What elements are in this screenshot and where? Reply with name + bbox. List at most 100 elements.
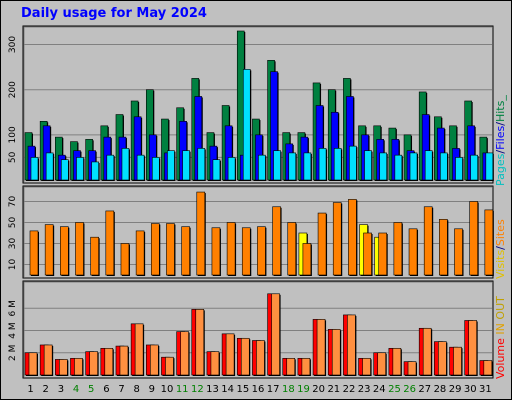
y-tick-label: 2 M [8, 345, 18, 361]
pages-bar [61, 159, 69, 181]
volume-out-bar [240, 337, 250, 376]
day-label: 18 [282, 384, 295, 395]
side-label-visits-sites: Visits/Sites [494, 219, 507, 279]
volume-out-bar [28, 352, 38, 376]
day-label: 9 [149, 384, 155, 395]
pages-bar [30, 157, 39, 181]
pages-bar [303, 152, 312, 181]
volume-out-bar [301, 358, 311, 376]
day-label: 15 [236, 384, 249, 395]
sites-bar [226, 222, 236, 276]
sites-bar [44, 224, 54, 276]
day-label: 13 [206, 384, 219, 395]
pages-bar [212, 159, 221, 181]
day-label: 24 [373, 384, 386, 395]
side-label-part [494, 335, 507, 339]
volume-out-bar [468, 320, 477, 376]
volume-out-bar [438, 341, 447, 376]
day-label: 23 [358, 384, 371, 395]
volume-out-bar [256, 340, 265, 376]
day-label: 10 [161, 384, 174, 395]
side-label-part [494, 320, 507, 324]
pages-bar [349, 145, 357, 181]
sites-bar [105, 210, 115, 276]
pages-bar [288, 152, 297, 181]
day-label: 25 [388, 384, 401, 395]
side-label-part: Files [494, 125, 507, 150]
side-label-part: Volume [494, 338, 507, 379]
pages-bar [424, 150, 433, 181]
sites-bar [287, 222, 297, 276]
day-label: 19 [297, 384, 310, 395]
volume-out-bar [180, 331, 189, 376]
sites-bar [393, 222, 403, 276]
sites-bar [363, 232, 372, 276]
sites-bar [135, 230, 145, 276]
volume-out-bar [119, 345, 129, 376]
pages-bar [242, 69, 251, 181]
side-label-part: IN [494, 323, 507, 335]
sites-bar [454, 228, 463, 276]
sites-bar [166, 223, 175, 276]
volume-out-bar [134, 323, 144, 376]
pages-bar [394, 154, 403, 181]
sites-bar [181, 226, 190, 276]
y-tick-label: 50 [8, 217, 18, 229]
volume-out-bar [407, 361, 417, 376]
day-label: 2 [43, 384, 49, 395]
sites-bar [484, 209, 494, 276]
side-label-part: / [494, 149, 507, 154]
volume-out-bar [43, 344, 53, 376]
pages-bar [227, 157, 236, 181]
side-label-part: Hits_ [494, 95, 507, 123]
pages-bar [273, 150, 281, 181]
day-label: 17 [267, 384, 280, 395]
sites-bar [302, 243, 312, 276]
y-tick-label: 30 [8, 238, 18, 250]
volume-out-bar [149, 344, 159, 376]
volume-out-bar [377, 352, 387, 376]
pages-bar [151, 157, 160, 181]
sites-bar [75, 222, 84, 276]
pages-bar [364, 150, 372, 181]
volume-out-bar [362, 358, 371, 376]
day-label: 28 [434, 384, 447, 395]
day-label: 1 [27, 384, 33, 395]
pages-bar [409, 152, 418, 181]
volume-out-bar [271, 293, 280, 376]
day-label: 11 [176, 384, 189, 395]
volume-out-bar [104, 347, 114, 376]
day-label: 12 [191, 384, 204, 395]
pages-bar [440, 152, 448, 181]
day-label: 4 [73, 384, 79, 395]
volume-out-bar [316, 319, 326, 376]
day-label: 8 [134, 384, 140, 395]
sites-bar [469, 201, 478, 276]
day-label: 16 [252, 384, 265, 395]
pages-bar [470, 154, 478, 181]
volume-out-bar [225, 333, 235, 376]
day-label: 5 [88, 384, 94, 395]
volume-out-bar [422, 327, 432, 376]
side-label-part: / [494, 122, 507, 126]
sites-bar [196, 191, 206, 276]
sites-bar [408, 228, 418, 276]
pages-bar [121, 148, 130, 181]
sites-bar [439, 219, 448, 276]
sites-bar [348, 199, 357, 276]
sites-bar [211, 227, 221, 276]
pages-bar [182, 150, 190, 181]
volume-out-bar [392, 347, 402, 376]
volume-out-bar [331, 329, 341, 376]
pages-bar [258, 154, 266, 181]
y-tick-label: 50 [8, 151, 18, 163]
side-label-volume-in-out: Volume IN OUT [494, 296, 507, 379]
sites-bar [332, 202, 342, 276]
volume-out-bar [347, 314, 356, 376]
day-label: 3 [58, 384, 64, 395]
pages-bar [45, 152, 54, 181]
y-tick-label: 70 [8, 196, 18, 208]
sites-bar [257, 226, 266, 276]
